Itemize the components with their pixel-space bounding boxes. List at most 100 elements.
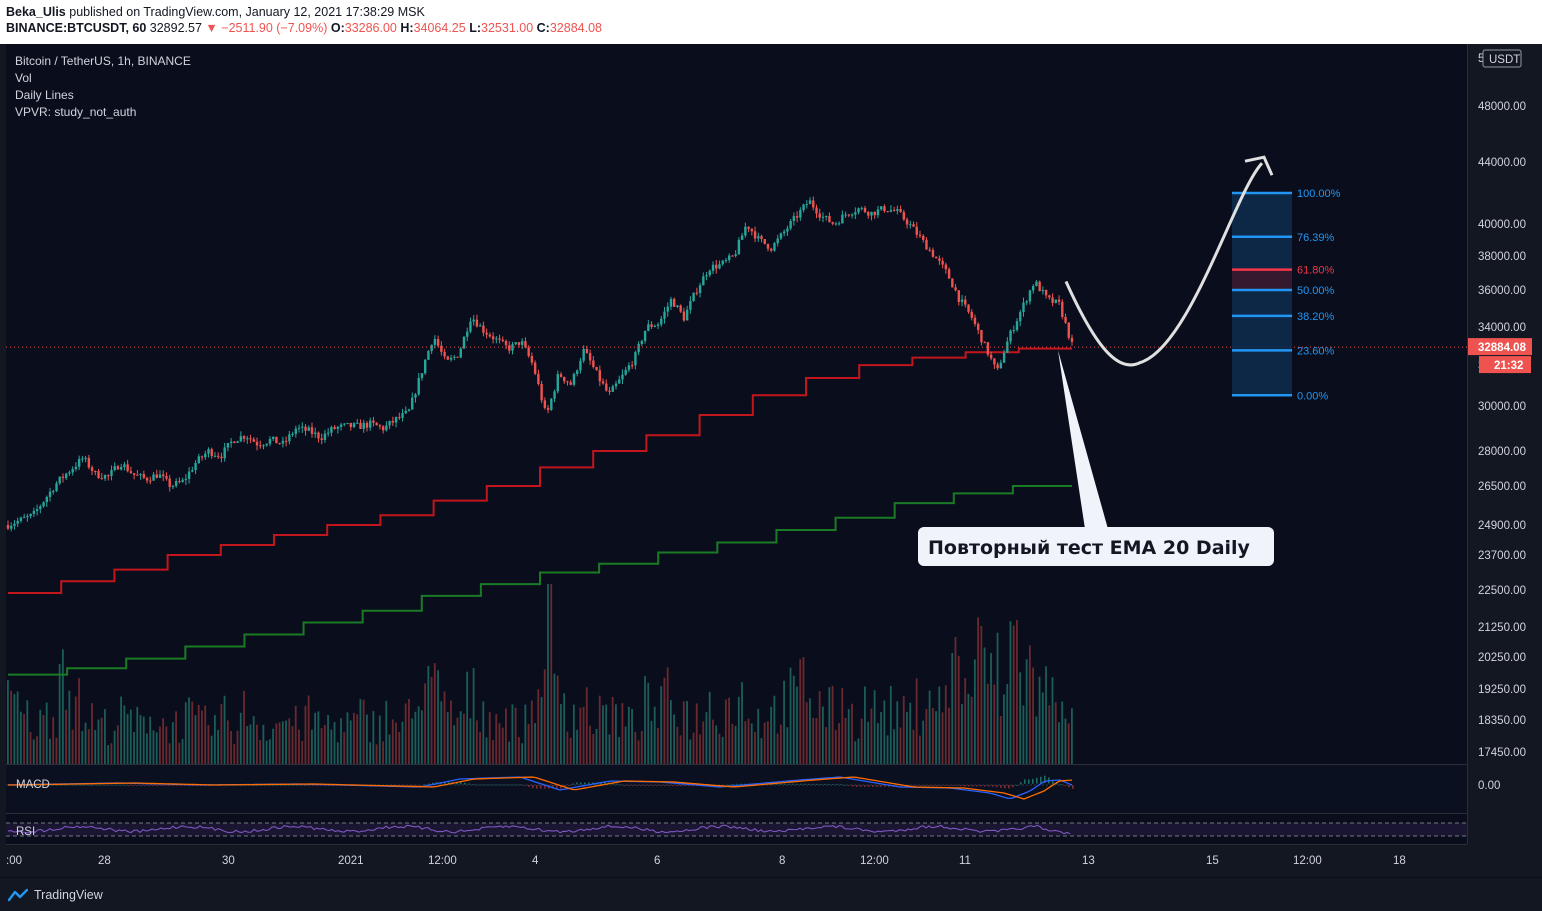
candle-body xyxy=(892,210,896,212)
volume-bar xyxy=(459,711,462,764)
volume-bar xyxy=(1032,667,1034,764)
candle-body xyxy=(485,332,488,335)
volume-bar xyxy=(569,737,572,764)
candle-body xyxy=(524,341,527,348)
volume-bar xyxy=(246,726,249,764)
macd-histogram-bar xyxy=(800,783,802,785)
volume-bar xyxy=(876,722,879,764)
volume-bar xyxy=(870,708,873,764)
tradingview-logo-icon[interactable] xyxy=(8,888,28,902)
macd-histogram-bar xyxy=(164,785,166,786)
candle-body xyxy=(278,443,281,445)
volume-bar xyxy=(207,725,210,764)
macd-histogram-bar xyxy=(180,785,182,786)
price-tick-label: 40000.00 xyxy=(1478,219,1526,231)
legend-volume[interactable]: Vol xyxy=(15,71,32,85)
volume-bar xyxy=(831,685,834,764)
volume-bar xyxy=(789,667,792,764)
volume-bar xyxy=(666,667,669,764)
forecast-arrow[interactable] xyxy=(1064,162,1264,367)
volume-bar xyxy=(26,700,29,764)
partial-tick-top: 5 xyxy=(1478,53,1484,65)
volume-bar xyxy=(750,723,753,764)
volume-bar xyxy=(682,701,685,764)
volume-bar xyxy=(857,738,860,764)
currency-badge[interactable]: USDT xyxy=(1482,49,1522,68)
candle-body xyxy=(679,305,682,312)
candle-body xyxy=(705,275,708,277)
volume-bar xyxy=(796,686,798,764)
volume-bar xyxy=(353,712,355,764)
time-tick-label: 8 xyxy=(779,855,785,867)
volume-bar xyxy=(741,682,743,764)
volume-bar xyxy=(673,714,676,764)
candle-body xyxy=(763,239,766,244)
legend-title[interactable]: Bitcoin / TetherUS, 1h, BINANCE xyxy=(15,54,191,68)
macd-histogram-bar xyxy=(80,784,82,786)
volume-bar xyxy=(149,716,152,764)
volume-bar xyxy=(252,716,255,764)
chart-canvas[interactable]: 100.00%76.39%61.80%50.00%38.20%23.60%0.0… xyxy=(0,44,1542,877)
candle-body xyxy=(472,319,475,322)
volume-bar xyxy=(537,689,540,764)
candle-body xyxy=(359,422,362,429)
macd-histogram-bar xyxy=(884,785,886,787)
price-axis[interactable]: 48000.00 44000.00 40000.00 38000.00 36000.00… xyxy=(1478,101,1526,759)
volume-bar xyxy=(663,677,666,764)
fibonacci-retracement[interactable]: 100.00% 76.39% 61.80% 50.00% 38.20% 23.60% 0.0… xyxy=(1232,188,1341,402)
volume-bar xyxy=(362,699,365,764)
legend-vpvr[interactable]: VPVR: study_not_auth xyxy=(15,105,137,119)
volume-bar xyxy=(647,682,650,764)
candle-body xyxy=(592,360,595,367)
candle-body xyxy=(482,325,485,333)
volume-bar xyxy=(469,718,472,764)
macd-histogram-bar xyxy=(60,784,62,786)
footer-brand[interactable]: TradingView xyxy=(34,887,103,902)
macd-histogram-bar xyxy=(132,785,134,786)
time-axis[interactable]: :00 28 30 2021 12:00 4 6 8 12:00 11 13 15 12:00 18 xyxy=(6,855,1406,867)
callout-annotation[interactable]: Повторный тест EMA 20 Daily xyxy=(918,350,1274,566)
arrow-head-icon xyxy=(1244,155,1274,176)
candle-body xyxy=(598,370,602,382)
candle-body xyxy=(964,299,967,305)
macd-histogram-bar xyxy=(888,785,890,787)
macd-histogram-bar xyxy=(184,785,186,786)
legend-daily-lines[interactable]: Daily Lines xyxy=(15,88,74,102)
volume-bar xyxy=(120,696,122,764)
macd-histogram-bar xyxy=(480,784,482,786)
macd-histogram-bar xyxy=(772,783,774,785)
volume-bar xyxy=(91,703,93,764)
candle-body xyxy=(158,474,162,478)
candle-body xyxy=(301,426,304,428)
volume-bar xyxy=(948,707,950,764)
macd-histogram-bar xyxy=(588,782,590,785)
volume-bar xyxy=(747,718,750,764)
macd-histogram-bar xyxy=(844,784,846,786)
volume-bar xyxy=(466,671,469,764)
author-name[interactable]: Beka_Ulis xyxy=(6,5,66,19)
macd-histogram-bar xyxy=(460,782,462,785)
volume-bar xyxy=(288,718,291,764)
volume-bar xyxy=(243,690,245,764)
volume-bar xyxy=(372,711,375,764)
volume-bar xyxy=(333,722,336,764)
time-tick-label: 2021 xyxy=(338,855,364,867)
candle-body xyxy=(352,423,356,428)
candle-body xyxy=(931,250,935,257)
candle-body xyxy=(81,458,84,460)
time-tick-label: 11 xyxy=(959,855,971,867)
candle-body xyxy=(844,214,847,216)
macd-histogram-bar xyxy=(736,783,738,785)
macd-histogram-bar xyxy=(188,785,190,786)
time-tick-label: 6 xyxy=(654,855,660,867)
volume-bar xyxy=(165,726,168,764)
volume-bar xyxy=(653,706,656,764)
last-price-badge-text: 32884.08 xyxy=(1478,342,1527,354)
volume-bar xyxy=(45,702,48,764)
macd-histogram-bar xyxy=(112,784,114,786)
ema-step-path xyxy=(8,485,1072,676)
candle-body xyxy=(569,382,572,385)
price-tick-label: 20250.00 xyxy=(1478,652,1526,664)
candle-body xyxy=(187,471,191,479)
candle-body xyxy=(297,427,301,429)
